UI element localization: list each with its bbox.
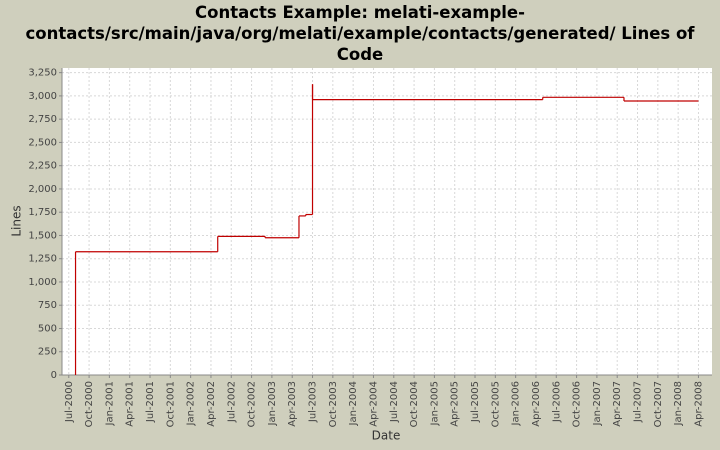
y-tick-label: 3,250	[28, 68, 57, 79]
x-tick-label: Jul-2003	[308, 381, 319, 423]
y-tick-label: 1,250	[28, 254, 57, 265]
y-tick-label: 750	[38, 300, 57, 311]
x-tick-label: Apr-2004	[368, 381, 379, 427]
y-tick-label: 0	[51, 370, 57, 381]
x-tick-label: Oct-2002	[247, 381, 258, 427]
x-tick-label: Apr-2003	[287, 381, 298, 427]
x-tick-label: Oct-2000	[84, 381, 95, 427]
x-tick-label: Oct-2005	[490, 381, 501, 427]
x-tick-label: Oct-2003	[328, 381, 339, 427]
x-tick-label: Apr-2006	[531, 381, 542, 427]
x-tick-label: Oct-2007	[653, 381, 664, 427]
x-tick-label: Jul-2007	[633, 381, 644, 423]
x-tick-label: Oct-2004	[409, 381, 420, 427]
x-tick-label: Oct-2006	[572, 381, 583, 427]
x-tick-label: Jul-2005	[470, 381, 481, 423]
x-tick-label: Jan-2001	[104, 381, 115, 426]
x-tick-label: Apr-2002	[206, 381, 217, 427]
x-tick-label: Jan-2004	[348, 381, 359, 426]
x-tick-label: Jan-2005	[429, 381, 440, 426]
x-tick-label: Jan-2006	[511, 381, 522, 426]
x-tick-label: Jan-2002	[186, 381, 197, 426]
x-tick-label: Jul-2006	[551, 381, 562, 423]
y-tick-label: 1,750	[28, 207, 57, 218]
y-tick-label: 2,500	[28, 137, 57, 148]
x-tick-label: Apr-2005	[450, 381, 461, 427]
x-tick-label: Jan-2008	[673, 381, 684, 426]
x-tick-label: Jan-2007	[592, 381, 603, 426]
y-axis-label: Lines	[10, 205, 24, 236]
y-tick-label: 2,750	[28, 114, 57, 125]
y-tick-label: 1,000	[28, 277, 57, 288]
y-tick-label: 3,000	[28, 91, 57, 102]
x-tick-label: Jul-2002	[226, 381, 237, 423]
x-tick-label: Jul-2000	[64, 381, 75, 423]
x-tick-label: Oct-2001	[165, 381, 176, 427]
x-tick-label: Apr-2007	[612, 381, 623, 427]
x-axis-label: Date	[372, 429, 401, 443]
x-tick-label: Jan-2003	[267, 381, 278, 426]
x-tick-label: Jul-2004	[389, 381, 400, 423]
y-tick-label: 2,250	[28, 161, 57, 172]
y-tick-label: 1,500	[28, 230, 57, 241]
chart-title: Contacts Example: melati-example-contact…	[25, 3, 695, 64]
x-tick-label: Jul-2001	[145, 381, 156, 423]
x-tick-label: Apr-2008	[693, 381, 704, 427]
x-tick-label: Apr-2001	[125, 381, 136, 427]
y-tick-label: 500	[38, 323, 57, 334]
y-tick-label: 250	[38, 347, 57, 358]
y-tick-label: 2,000	[28, 184, 57, 195]
